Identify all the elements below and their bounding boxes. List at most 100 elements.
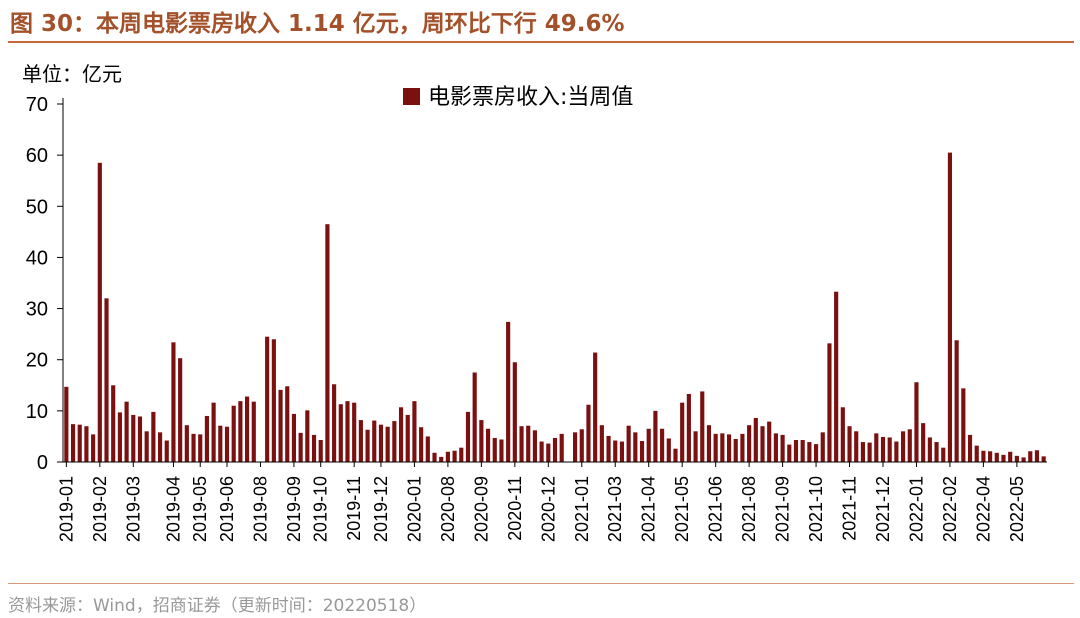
bar — [519, 426, 524, 462]
bar — [713, 433, 718, 462]
x-tick-label: 2019-08 — [250, 476, 270, 542]
bar — [485, 428, 491, 462]
bar — [298, 432, 303, 462]
x-tick-label: 2022-02 — [940, 476, 960, 542]
bar — [445, 451, 450, 462]
bar — [151, 411, 156, 462]
bar — [767, 421, 772, 462]
bar — [77, 424, 82, 462]
bar — [311, 434, 317, 462]
bar — [198, 434, 203, 462]
bar — [666, 438, 671, 462]
x-tick-label: 2022-05 — [1007, 476, 1027, 542]
bar — [760, 426, 765, 462]
y-axis: 0 10 20 30 40 50 60 70 — [26, 94, 64, 474]
bar — [1028, 451, 1033, 462]
bar — [398, 407, 404, 462]
x-tick-label: 2020-12 — [538, 476, 558, 542]
bar — [124, 401, 129, 462]
x-tick-label: 2019-10 — [311, 476, 331, 542]
bar — [927, 437, 932, 462]
bar — [807, 442, 812, 462]
x-tick-label: 2020-11 — [505, 476, 525, 541]
bar — [91, 434, 96, 462]
x-tick-label: 2020-08 — [438, 476, 458, 542]
bar — [820, 432, 825, 462]
x-tick-label: 2022-01 — [906, 476, 926, 542]
bar — [218, 425, 223, 462]
bar — [305, 410, 310, 462]
bar — [405, 414, 410, 462]
bar — [901, 431, 906, 462]
bar — [907, 429, 912, 462]
bar — [472, 372, 477, 462]
bar — [780, 434, 785, 462]
bar — [941, 447, 946, 462]
bar — [318, 440, 323, 462]
bar — [1008, 451, 1013, 462]
bar — [606, 435, 611, 462]
x-tick-label: 2021-06 — [706, 476, 726, 542]
bar — [673, 448, 678, 462]
y-tick-label: 40 — [26, 247, 48, 269]
legend-swatch — [403, 88, 420, 105]
bar — [921, 423, 926, 462]
bar — [787, 444, 792, 462]
bar — [653, 410, 658, 462]
bar — [579, 429, 584, 462]
bar — [164, 440, 169, 462]
bar — [278, 389, 283, 462]
y-tick-label: 0 — [37, 452, 48, 474]
x-tick-label: 2021-05 — [672, 476, 692, 542]
bar — [97, 162, 102, 462]
chart-title: 图 30：本周电影票房收入 1.14 亿元，周环比下行 49.6% — [10, 11, 625, 37]
bar — [974, 445, 979, 462]
bar — [419, 427, 424, 462]
bar — [874, 433, 879, 462]
bar — [325, 224, 330, 462]
bar — [720, 433, 725, 462]
x-tick-label: 2019-05 — [190, 476, 210, 542]
bar — [184, 425, 189, 462]
x-tick-label: 2021-09 — [773, 476, 793, 542]
bar — [131, 414, 136, 462]
x-tick-label: 2019-02 — [90, 476, 110, 542]
bar — [526, 425, 531, 462]
bar — [285, 386, 290, 462]
x-tick-label: 2019-06 — [217, 476, 237, 542]
bar — [1041, 456, 1046, 462]
y-tick-label: 70 — [26, 94, 48, 116]
bar — [64, 386, 69, 462]
bar — [773, 433, 778, 462]
bar — [1034, 450, 1040, 462]
y-tick-label: 60 — [26, 145, 48, 167]
bar — [532, 430, 537, 462]
bar — [887, 437, 892, 462]
bar — [204, 415, 209, 462]
bar — [954, 340, 959, 462]
bar — [800, 440, 805, 462]
bar — [358, 420, 363, 462]
bar — [880, 436, 886, 462]
bar — [251, 401, 256, 462]
bar — [680, 402, 685, 462]
bar — [854, 431, 859, 462]
bar — [733, 438, 738, 462]
bar — [191, 433, 196, 462]
y-tick-label: 30 — [26, 299, 48, 321]
bar — [813, 444, 819, 462]
bar — [860, 442, 865, 462]
bar — [70, 424, 76, 462]
bar — [425, 436, 430, 462]
bar — [459, 447, 464, 462]
bar — [265, 336, 270, 462]
bar — [512, 362, 517, 462]
bar — [633, 432, 638, 462]
bar — [834, 291, 839, 462]
bar — [178, 358, 183, 462]
bar — [793, 440, 799, 462]
bar — [981, 450, 986, 462]
source-note: 资料来源：Wind，招商证券（更新时间：20220518） — [8, 596, 427, 616]
bar — [1014, 455, 1019, 462]
